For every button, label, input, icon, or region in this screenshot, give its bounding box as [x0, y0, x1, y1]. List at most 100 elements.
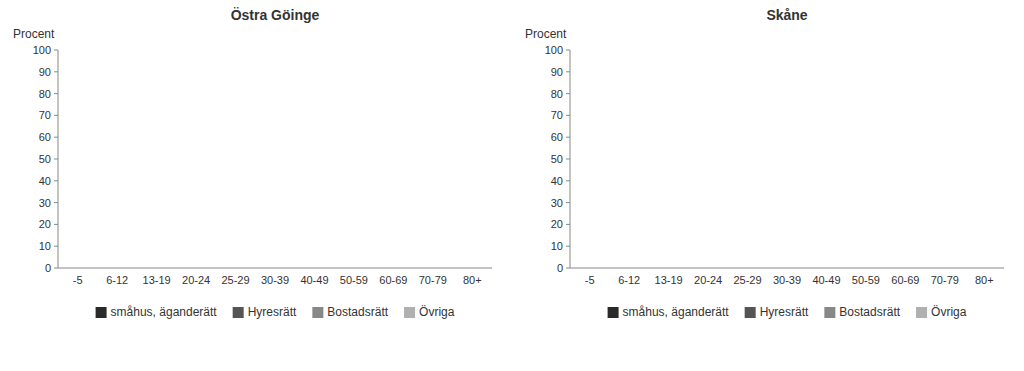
legend-swatch: [824, 307, 835, 318]
y-tick-label: 20: [39, 218, 51, 230]
y-tick-label: 90: [39, 66, 51, 78]
y-tick: [566, 224, 570, 225]
legend-item: Hyresrätt: [233, 305, 297, 319]
y-tick: [54, 71, 58, 72]
x-tick-label: 40-49: [300, 274, 328, 286]
y-tick-label: 20: [551, 218, 563, 230]
x-tick-label: 13-19: [143, 274, 171, 286]
y-tick: [54, 137, 58, 138]
x-tick-label: -5: [73, 274, 83, 286]
x-tick-label: 60-69: [891, 274, 919, 286]
y-tick: [566, 71, 570, 72]
legend-label: småhus, äganderätt: [111, 305, 218, 319]
y-tick-label: 100: [33, 44, 51, 56]
legend-swatch: [404, 307, 415, 318]
x-tick-label: 25-29: [733, 274, 761, 286]
y-tick: [566, 246, 570, 247]
x-tick-label: 30-39: [261, 274, 289, 286]
legend-item: småhus, äganderätt: [608, 305, 730, 319]
x-tick-label: 13-19: [655, 274, 683, 286]
chart-figure: Östra Göinge Procent 0 10 20 30 40 50 60 70 80 90 10…: [0, 0, 1024, 371]
legend-label: småhus, äganderätt: [623, 305, 730, 319]
y-tick: [54, 115, 58, 116]
y-tick: [566, 159, 570, 160]
y-tick-label: 70: [551, 109, 563, 121]
y-tick-label: 60: [551, 131, 563, 143]
legend-label: Bostadsrätt: [839, 305, 900, 319]
y-tick-label: 40: [39, 175, 51, 187]
x-tick-label: 6-12: [106, 274, 128, 286]
x-tick-label: 60-69: [379, 274, 407, 286]
y-tick: [566, 268, 570, 269]
legend-item: Bostadsrätt: [312, 305, 388, 319]
y-tick-label: 50: [551, 153, 563, 165]
chart-title: Skåne: [766, 7, 807, 23]
legend-swatch: [312, 307, 323, 318]
y-tick: [54, 268, 58, 269]
legend-label: Hyresrätt: [760, 305, 809, 319]
y-tick: [54, 93, 58, 94]
legend-item: Övriga: [404, 305, 455, 319]
y-tick: [566, 50, 570, 51]
y-tick-label: 0: [45, 262, 51, 274]
legend-item: småhus, äganderätt: [96, 305, 218, 319]
legend-swatch: [916, 307, 927, 318]
y-tick: [566, 180, 570, 181]
y-tick-label: 60: [39, 131, 51, 143]
legend: småhus, äganderätt Hyresrätt Bostadsrätt Öv…: [96, 305, 455, 319]
y-tick-label: 70: [39, 109, 51, 121]
legend-swatch: [745, 307, 756, 318]
y-tick-label: 30: [39, 197, 51, 209]
legend-swatch: [233, 307, 244, 318]
x-tick-label: 80+: [975, 274, 994, 286]
y-tick-label: 40: [551, 175, 563, 187]
y-tick-label: 0: [557, 262, 563, 274]
y-tick-label: 10: [551, 240, 563, 252]
y-tick-label: 80: [551, 88, 563, 100]
y-tick: [54, 180, 58, 181]
x-tick-label: 70-79: [419, 274, 447, 286]
y-tick-label: 80: [39, 88, 51, 100]
x-axis-line: [58, 268, 492, 269]
x-tick-label: 40-49: [812, 274, 840, 286]
x-tick-label: 30-39: [773, 274, 801, 286]
y-tick: [566, 202, 570, 203]
y-tick-label: 50: [39, 153, 51, 165]
y-tick: [54, 50, 58, 51]
y-tick: [54, 202, 58, 203]
y-tick: [566, 93, 570, 94]
legend-item: Bostadsrätt: [824, 305, 900, 319]
legend: småhus, äganderätt Hyresrätt Bostadsrätt Öv…: [608, 305, 967, 319]
legend-label: Bostadsrätt: [327, 305, 388, 319]
x-axis-line: [570, 268, 1004, 269]
y-tick: [566, 137, 570, 138]
legend-swatch: [96, 307, 107, 318]
legend-swatch: [608, 307, 619, 318]
x-tick-label: 25-29: [221, 274, 249, 286]
x-tick-label: 20-24: [694, 274, 722, 286]
chart-title: Östra Göinge: [231, 7, 320, 23]
x-tick-label: 6-12: [618, 274, 640, 286]
y-tick: [54, 246, 58, 247]
x-tick-label: 70-79: [931, 274, 959, 286]
legend-label: Övriga: [419, 305, 455, 319]
x-tick-label: -5: [585, 274, 595, 286]
y-tick-label: 100: [545, 44, 563, 56]
y-tick-label: 30: [551, 197, 563, 209]
y-tick: [54, 159, 58, 160]
x-tick-label: 20-24: [182, 274, 210, 286]
y-tick-label: 10: [39, 240, 51, 252]
legend-item: Hyresrätt: [745, 305, 809, 319]
y-tick-label: 90: [551, 66, 563, 78]
y-axis-label: Procent: [13, 27, 55, 41]
x-tick-label: 50-59: [340, 274, 368, 286]
x-tick-label: 50-59: [852, 274, 880, 286]
y-axis-label: Procent: [525, 27, 567, 41]
legend-label: Hyresrätt: [248, 305, 297, 319]
y-tick: [566, 115, 570, 116]
legend-label: Övriga: [931, 305, 967, 319]
chart-panel: Skåne Procent 0 10 20 30 40 50 60 70 80 90 100 -5 6-12…: [525, 7, 1004, 319]
chart-panel: Östra Göinge Procent 0 10 20 30 40 50 60 70 80 90 10…: [13, 7, 492, 319]
y-tick: [54, 224, 58, 225]
legend-item: Övriga: [916, 305, 967, 319]
